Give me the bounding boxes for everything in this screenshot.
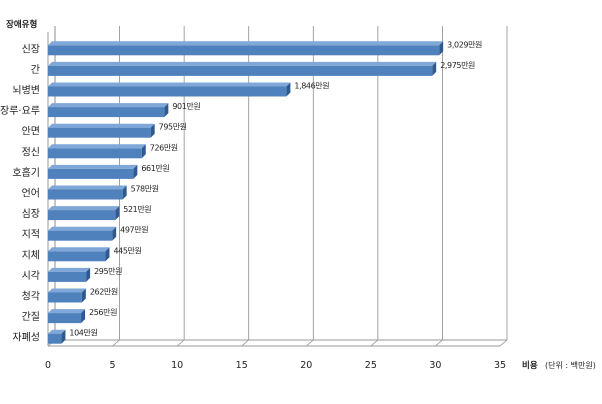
- category-label: 시각: [22, 270, 40, 282]
- x-tick-label: 30: [429, 360, 441, 371]
- bar: [48, 292, 82, 303]
- bar: [48, 333, 62, 344]
- data-label: 2,975만원: [440, 61, 475, 70]
- bar: [48, 148, 142, 159]
- x-tick-label: 25: [365, 360, 377, 371]
- x-tick-label: 15: [236, 360, 248, 371]
- x-axis-unit: (단위 : 백만원): [545, 360, 596, 370]
- category-label: 언어: [22, 188, 40, 200]
- floor-tick: [112, 339, 120, 347]
- bar-side: [122, 185, 127, 200]
- category-label: 안면: [22, 126, 40, 138]
- data-label: 104만원: [69, 329, 97, 338]
- bar-top: [48, 329, 66, 334]
- floor-tick: [306, 339, 314, 347]
- bar: [48, 210, 116, 221]
- data-label: 295만원: [94, 267, 122, 276]
- bar: [48, 313, 82, 324]
- data-label: 726만원: [150, 143, 178, 152]
- data-labels: 3,029만원 2,975만원 1,846만원 901만원 795만원 726만원 661만…: [69, 40, 482, 337]
- bar-side: [286, 82, 291, 97]
- category-label: 지적: [22, 229, 40, 241]
- bar-top: [48, 123, 155, 128]
- bar-side: [432, 61, 437, 76]
- floor-tick: [370, 339, 379, 347]
- bar-top: [48, 164, 138, 169]
- data-label: 3,029만원: [447, 40, 482, 49]
- data-label: 445만원: [113, 246, 141, 255]
- category-label: 간: [31, 64, 40, 76]
- category-label: 간질: [22, 311, 40, 323]
- category-label: 지체: [22, 249, 40, 261]
- category-label: 신장: [22, 43, 40, 55]
- bar-side: [86, 267, 91, 282]
- category-label: 뇌병변: [12, 85, 40, 97]
- bar-side: [150, 123, 155, 138]
- bar-top: [48, 267, 91, 272]
- floor-tick: [435, 339, 443, 347]
- category-label: 정신: [22, 146, 40, 158]
- bar-top: [48, 185, 127, 190]
- data-label: 262만원: [90, 288, 118, 297]
- category-label: 장루·요루: [0, 105, 40, 117]
- category-label: 호흡기: [12, 166, 40, 179]
- x-tick-label: 0: [45, 360, 51, 371]
- data-label: 901만원: [172, 102, 200, 111]
- bar-side: [81, 309, 86, 324]
- bar-side: [61, 329, 66, 344]
- bar: [48, 271, 87, 282]
- bar-top: [48, 247, 110, 252]
- bar-top: [48, 41, 444, 46]
- x-tick-label: 10: [171, 360, 183, 371]
- bar-top: [48, 103, 169, 108]
- grid-lines: [47, 26, 508, 347]
- bar-top: [48, 61, 437, 66]
- bar-side: [115, 206, 120, 221]
- bar: [48, 168, 134, 179]
- x-axis-title: 비용: [522, 360, 538, 371]
- bar-top: [48, 82, 291, 87]
- bar-top: [48, 288, 86, 293]
- data-label: 795만원: [159, 123, 187, 132]
- x-tick-label: 20: [300, 360, 312, 371]
- floor-tick: [176, 339, 185, 347]
- bar: [48, 107, 165, 118]
- data-label: 578만원: [131, 185, 159, 194]
- category-label: 청각: [22, 291, 40, 303]
- bar-side: [112, 226, 117, 241]
- bar: [48, 230, 113, 241]
- bar-top: [48, 144, 146, 149]
- category-label: 자폐성: [12, 332, 40, 344]
- bar-side: [439, 41, 444, 56]
- bar-side: [133, 164, 138, 179]
- x-tick-label: 35: [494, 360, 506, 371]
- bar-top: [48, 309, 86, 314]
- bar: [48, 65, 433, 76]
- data-label: 1,846만원: [294, 82, 329, 91]
- bar-side: [141, 144, 146, 159]
- bars: [48, 41, 444, 344]
- bar-side: [105, 247, 110, 262]
- bar: [48, 45, 440, 56]
- bar: [48, 86, 287, 97]
- x-tick-labels: 0 5 10 15 20 25 30 35: [45, 360, 506, 371]
- bar-side: [81, 288, 86, 303]
- bar-top: [48, 206, 120, 211]
- bar: [48, 251, 106, 262]
- data-label: 661만원: [141, 164, 169, 173]
- bar-top: [48, 226, 117, 231]
- bar: [48, 127, 151, 138]
- y-axis-title: 장애유형: [6, 19, 37, 30]
- bar: [48, 189, 123, 200]
- floor-tick: [241, 339, 249, 347]
- x-tick-label: 5: [110, 360, 116, 371]
- data-label: 497만원: [120, 226, 148, 235]
- floor-tick: [499, 339, 508, 347]
- bar-side: [164, 103, 169, 118]
- data-label: 521만원: [123, 205, 151, 214]
- data-label: 256만원: [89, 308, 117, 317]
- category-label: 심장: [22, 208, 40, 220]
